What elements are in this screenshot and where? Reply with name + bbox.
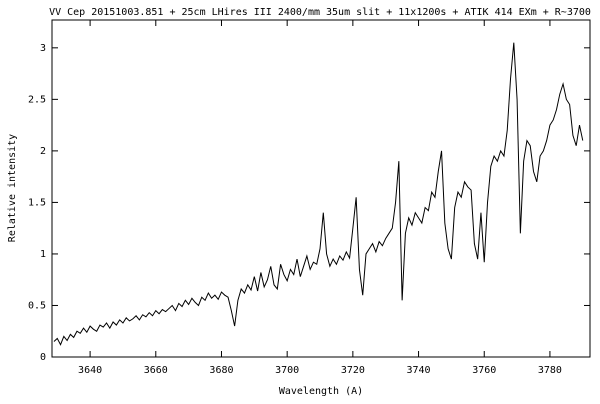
- plot-frame: [51, 19, 591, 358]
- x-tick-label: 3760: [472, 365, 496, 376]
- y-tick-label: 2.5: [28, 94, 46, 105]
- y-tick-label: 1.5: [28, 197, 46, 208]
- x-tick-label: 3660: [144, 365, 168, 376]
- chart-title: VV Cep 20151003.851 + 25cm LHires III 24…: [49, 7, 591, 18]
- x-tick-label: 3640: [78, 365, 102, 376]
- x-tick-label: 3720: [341, 365, 365, 376]
- y-axis-label: Relative intensity: [7, 134, 18, 242]
- spectrum-line: [53, 42, 584, 346]
- x-tick-label: 3680: [209, 365, 233, 376]
- y-tick-label: 3: [40, 43, 46, 54]
- x-tick-label: 3700: [275, 365, 299, 376]
- y-tick-label: 1: [40, 249, 46, 260]
- x-tick-label: 3740: [407, 365, 431, 376]
- y-tick-label: 0.5: [28, 300, 46, 311]
- x-axis-label: Wavelength (A): [279, 386, 363, 397]
- x-tick-label: 3780: [538, 365, 562, 376]
- y-tick-label: 0: [40, 352, 46, 363]
- y-tick-label: 2: [40, 146, 46, 157]
